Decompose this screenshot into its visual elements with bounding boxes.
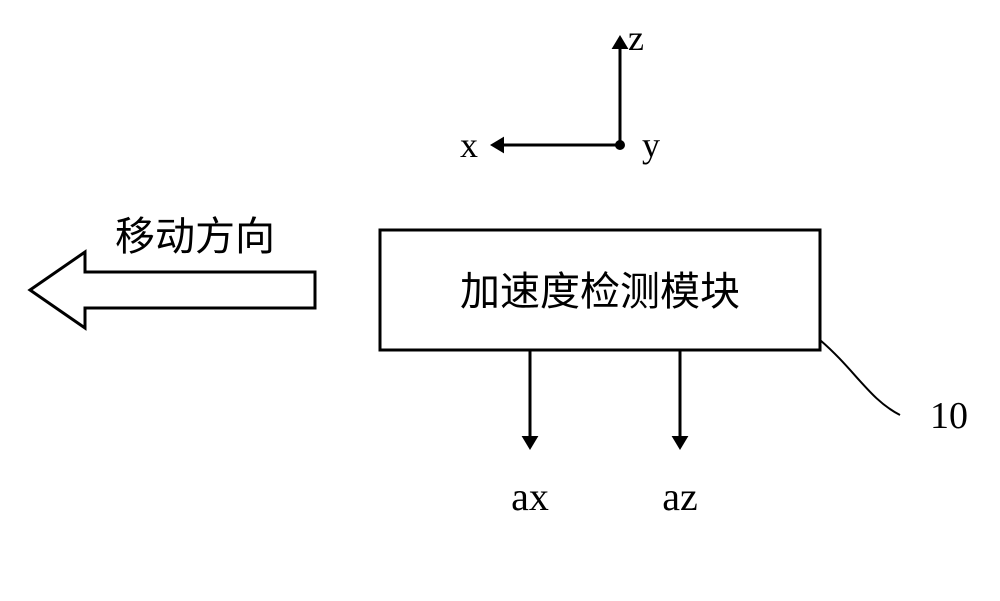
output-ax-label: ax: [511, 474, 549, 519]
module-box-label: 加速度检测模块: [460, 269, 740, 314]
z-axis-label: z: [628, 18, 644, 58]
reference-number-10: 10: [930, 395, 968, 437]
x-axis-label: x: [460, 125, 478, 165]
y-axis-label: y: [642, 125, 660, 165]
move-direction-label: 移动方向: [115, 214, 275, 259]
output-az-label: az: [662, 474, 698, 519]
